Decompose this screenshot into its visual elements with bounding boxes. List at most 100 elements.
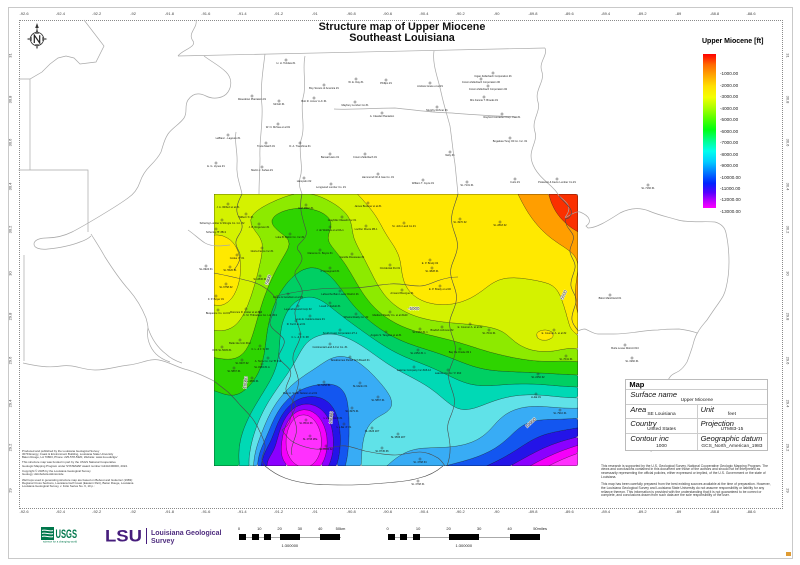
svg-text:SL 4970 #2: SL 4970 #2	[453, 220, 467, 224]
svg-text:SL 5526 #1: SL 5526 #1	[223, 268, 237, 272]
svg-text:Hammond Oil & Gas Co. #1: Hammond Oil & Gas Co. #1	[362, 175, 395, 179]
svg-text:Longwood Lumber Co. #1: Longwood Lumber Co. #1	[316, 185, 346, 189]
svg-text:Laterne Co. Inc 'C' #10: Laterne Co. Inc 'C' #10	[435, 371, 462, 375]
svg-text:P. Graugnard #1: P. Graugnard #1	[321, 269, 340, 273]
svg-text:LSU: LSU	[105, 528, 142, 546]
svg-text:Maybury Lumber Co #1: Maybury Lumber Co #1	[341, 103, 369, 107]
svg-text:J. do Wolthus et al #A-1: J. do Wolthus et al #A-1	[316, 228, 344, 232]
svg-text:W. N. McVea et al #1: W. N. McVea et al #1	[266, 125, 291, 129]
svg-text:Wilbert 'A' #1: Wilbert 'A' #1	[238, 215, 254, 219]
svg-text:SL 4983 #1 A: SL 4983 #1 A	[254, 365, 270, 369]
svg-text:A. Terra Co. Inc 'B' #12: A. Terra Co. Inc 'B' #12	[255, 359, 282, 363]
svg-text:L L &E Unit 6 #1: L L &E Unit 6 #1	[324, 416, 343, 420]
svg-text:SL 7166 #1: SL 7166 #1	[641, 186, 655, 190]
svg-text:SL 7910 #1: SL 7910 #1	[553, 411, 567, 415]
svg-text:SL 6758 #2: SL 6758 #2	[219, 285, 233, 289]
svg-text:McGirt #1: McGirt #1	[273, 102, 285, 106]
svg-text:SL 8534 #6: SL 8534 #6	[299, 421, 313, 425]
svg-text:Bay De Onsite #3 1: Bay De Onsite #3 1	[449, 350, 472, 354]
svg-text:Schering 'B' #B-3: Schering 'B' #B-3	[206, 230, 226, 234]
svg-text:E. G. Hynes #1: E. G. Hynes #1	[207, 164, 225, 168]
svg-text:SL 2452 #1 1: SL 2452 #1 1	[410, 351, 426, 355]
svg-text:Poitevent & Favre Lumber Co #1: Poitevent & Favre Lumber Co #1	[538, 180, 576, 184]
svg-text:SL-6924 #1: SL-6924 #1	[199, 267, 213, 271]
svg-text:SL 2462 #1 1: SL 2462 #1 1	[412, 330, 428, 334]
svg-text:SL 4795 #8a: SL 4795 #8a	[303, 437, 318, 441]
svg-text:Graybille Olteaubt Inc #1: Graybille Olteaubt Inc #1	[328, 218, 357, 222]
svg-text:Cooke & Goodwin et al #1: Cooke & Goodwin et al #1	[273, 295, 304, 299]
svg-text:SL 2452 #2: SL 2452 #2	[531, 375, 545, 379]
svg-text:science for a changing world: science for a changing world	[43, 539, 77, 542]
svg-text:W. E. Day #1: W. E. Day #1	[348, 80, 364, 84]
svg-text:Belle Isle Unit #9-2: Belle Isle Unit #9-2	[229, 341, 251, 345]
svg-text:Wheira Realty Co. #2: Wheira Realty Co. #2	[344, 315, 369, 319]
svg-text:Gloria Farms Inc #1: Gloria Farms Inc #1	[251, 249, 274, 253]
svg-text:Tamabonnes Parish Sch Board #1: Tamabonnes Parish Sch Board #1	[330, 358, 370, 362]
svg-text:5000: 5000	[264, 274, 272, 286]
svg-text:Rosedown Plantation #1: Rosedown Plantation #1	[238, 97, 267, 101]
svg-text:Florence R. Cotter et al #14: Florence R. Cotter et al #14	[230, 310, 262, 314]
svg-text:10000: 10000	[328, 411, 334, 424]
svg-text:H. H. Tickfaw #1: H. H. Tickfaw #1	[277, 61, 296, 65]
svg-text:Phillips #1: Phillips #1	[380, 81, 392, 85]
svg-text:SL 2836 #1: SL 2836 #1	[253, 277, 267, 281]
svg-text:C. L. & F 'A' #8: C. L. & F 'A' #8	[251, 347, 269, 351]
svg-text:10000: 10000	[242, 376, 249, 390]
svg-text:D. A. Tranchina #1: D. A. Tranchina #1	[289, 144, 311, 148]
svg-text:Madison Realty Co. et al #A20: Madison Realty Co. et al #A20	[372, 313, 408, 317]
svg-text:Rayford Container Corp. Fee #1: Rayford Container Corp. Fee #1	[484, 115, 521, 119]
svg-text:Cooke 'A' #1: Cooke 'A' #1	[230, 256, 245, 260]
svg-text:Bradish Johnson #2: Bradish Johnson #2	[431, 328, 454, 332]
svg-text:SL 8745 #6: SL 8745 #6	[375, 449, 389, 453]
svg-text:SL 8204 #2: SL 8204 #2	[319, 447, 333, 451]
svg-text:LL&E #1: LL&E #1	[531, 395, 542, 399]
svg-text:Laterne Company Inc #A5-12: Laterne Company Inc #A5-12	[397, 368, 431, 372]
svg-text:St. John Land Co #1: St. John Land Co #1	[392, 224, 416, 228]
svg-text:Bob R. Jones 'A-A' #1: Bob R. Jones 'A-A' #1	[301, 99, 327, 103]
svg-text:SL 2818 #2: SL 2818 #2	[493, 223, 507, 227]
svg-text:10000: 10000	[524, 416, 537, 428]
svg-text:F. P. Boyer #1: F. P. Boyer #1	[208, 297, 225, 301]
svg-text:SL 7041 #1: SL 7041 #1	[559, 357, 573, 361]
svg-text:Clarence G. Boyce #1: Clarence G. Boyce #1	[307, 251, 333, 255]
svg-text:KVK SL 5045 #1: KVK SL 5045 #1	[212, 348, 232, 352]
svg-text:Hampstin #2: Hampstin #2	[297, 179, 312, 183]
svg-text:Biloxi Marshland #1: Biloxi Marshland #1	[599, 296, 622, 300]
svg-text:Angelo S. Tangleet et al #1: Angelo S. Tangleet et al #1	[371, 333, 403, 337]
svg-text:Crown Zellerbach Corporation #: Crown Zellerbach Corporation #0	[462, 80, 501, 84]
svg-text:SL 4768 #1: SL 4768 #1	[411, 482, 425, 486]
svg-text:Andrew Grace et al #1: Andrew Grace et al #1	[417, 84, 443, 88]
svg-text:SL 3566 #27: SL 3566 #27	[391, 435, 406, 439]
svg-text:James Buckner et al #1: James Buckner et al #1	[354, 204, 382, 208]
svg-text:SL 1960 #1: SL 1960 #1	[625, 359, 639, 363]
svg-text:Cigan Zellerbach Corporation #: Cigan Zellerbach Corporation #1	[474, 74, 512, 78]
svg-text:A. Claudet Plantation: A. Claudet Plantation	[370, 114, 395, 118]
svg-text:LeBlanc - Lagoure #1: LeBlanc - Lagoure #1	[216, 136, 241, 140]
svg-text:SL 9337 #2: SL 9337 #2	[235, 361, 249, 365]
svg-text:SL 4864 #1: SL 4864 #1	[245, 379, 259, 383]
svg-text:C. M. Thibodaux Co. Ltd. #13: C. M. Thibodaux Co. Ltd. #13	[243, 313, 277, 317]
svg-text:SL 2626 #27: SL 2626 #27	[365, 429, 380, 433]
svg-text:Murphy Rohner #1: Murphy Rohner #1	[426, 108, 448, 112]
svg-text:Boy Scouts of America #1: Boy Scouts of America #1	[309, 86, 339, 90]
svg-text:William T. Joyce #1: William T. Joyce #1	[412, 181, 435, 185]
svg-text:Survey: Survey	[151, 538, 174, 545]
svg-text:Bogalusa Tung Oil Co. Inc. #1: Bogalusa Tung Oil Co. Inc. #1	[493, 139, 528, 143]
svg-text:C. L. & F 'A' #8: C. L. & F 'A' #8	[291, 335, 309, 339]
svg-text:Luke B. Babin Co. Inc #1: Luke B. Babin Co. Inc #1	[276, 235, 305, 239]
svg-text:R. Kurtz et al #1: R. Kurtz et al #1	[287, 322, 306, 326]
svg-text:-5000: -5000	[408, 306, 420, 311]
svg-text:Burle Louse District #13: Burle Louse District #13	[611, 346, 639, 350]
svg-text:SL 5867 #1: SL 5867 #1	[371, 398, 385, 402]
svg-text:Earl Miller #1: Earl Miller #1	[298, 206, 314, 210]
svg-text:Lochlur Moore #B-1: Lochlur Moore #B-1	[355, 227, 378, 231]
svg-text:South Coast Corporation #7-1: South Coast Corporation #7-1	[323, 331, 358, 335]
svg-text:E. P. Brady et al #2: E. P. Brady et al #2	[429, 287, 452, 291]
svg-text:Curts #1: Curts #1	[510, 180, 520, 184]
svg-text:Martin J. Kahao #1: Martin J. Kahao #1	[251, 168, 273, 172]
svg-text:L L &E 'A' #1: L L &E 'A' #1	[337, 425, 352, 429]
svg-text:USGS: USGS	[56, 529, 78, 541]
svg-text:Louis E. Caldera Hans #1: Louis E. Caldera Hans #1	[295, 317, 325, 321]
svg-text:SL 5867 #1: SL 5867 #1	[227, 369, 241, 373]
svg-text:Lafourche Bain Lower District: Lafourche Bain Lower District #1	[321, 292, 359, 296]
